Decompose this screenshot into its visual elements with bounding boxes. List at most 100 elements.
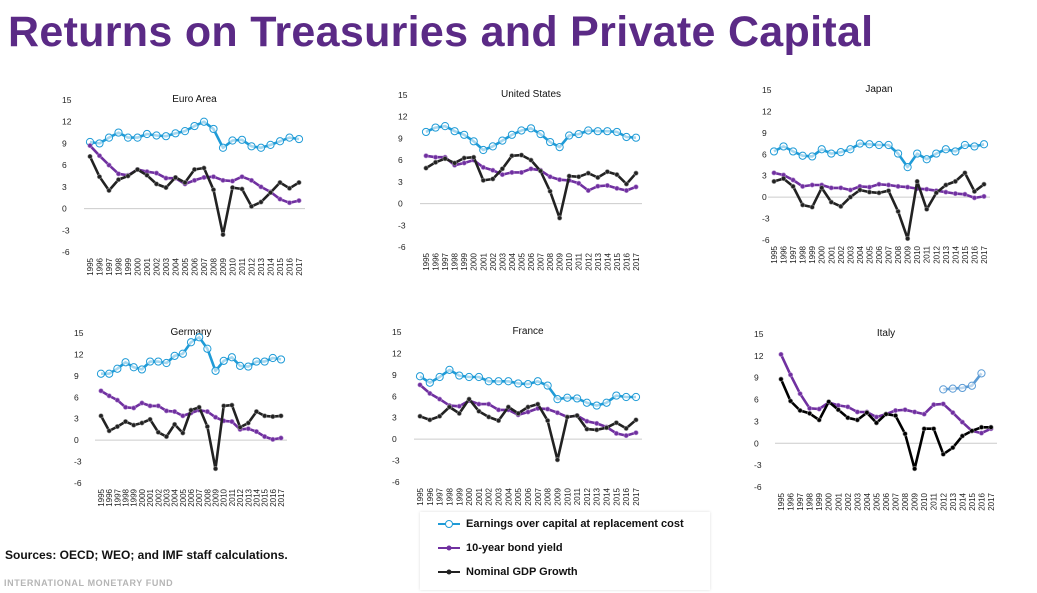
- data-point: [553, 395, 562, 404]
- x-tick-label: 1999: [130, 488, 139, 506]
- data-point: [260, 357, 269, 366]
- y-tick-label: 6: [762, 149, 767, 159]
- data-point: [948, 384, 957, 393]
- data-point: [219, 356, 228, 365]
- x-tick-label: 2002: [154, 488, 163, 506]
- y-tick-label: -3: [392, 456, 400, 466]
- x-tick-label: 2016: [970, 245, 979, 263]
- x-tick-label: 2004: [504, 487, 513, 505]
- data-point: [172, 421, 178, 427]
- x-tick-label: 2017: [632, 252, 641, 270]
- data-point: [525, 404, 531, 410]
- data-point: [229, 419, 235, 425]
- data-point: [504, 377, 513, 386]
- data-point: [435, 372, 444, 382]
- x-tick-label: 1995: [86, 257, 95, 275]
- y-tick-label: 3: [392, 413, 397, 423]
- data-point: [278, 435, 284, 441]
- x-tick-label: 2017: [295, 257, 304, 275]
- y-tick-label: 12: [62, 117, 72, 127]
- data-point: [623, 181, 629, 187]
- data-point: [895, 208, 901, 214]
- x-tick-label: 1999: [815, 492, 824, 510]
- data-point: [576, 180, 582, 186]
- data-point: [201, 165, 207, 171]
- data-point: [114, 397, 120, 403]
- data-point: [460, 130, 469, 139]
- data-point: [790, 183, 796, 189]
- data-point: [499, 172, 505, 178]
- data-point: [565, 131, 574, 140]
- data-point: [538, 168, 544, 174]
- data-point: [285, 133, 294, 142]
- x-tick-label: 1999: [460, 252, 469, 270]
- data-point: [488, 142, 497, 151]
- x-tick-label: 2015: [261, 488, 270, 506]
- data-point: [114, 424, 120, 430]
- x-tick-label: 2000: [818, 245, 827, 263]
- data-point: [604, 182, 610, 188]
- data-point: [778, 351, 784, 357]
- data-point: [507, 130, 517, 139]
- data-point: [584, 418, 590, 424]
- data-point: [781, 176, 787, 182]
- y-tick-label: -6: [754, 482, 762, 492]
- y-tick-label: -6: [62, 247, 70, 257]
- data-point: [876, 190, 882, 196]
- data-point: [211, 187, 217, 193]
- x-tick-label: 1997: [796, 492, 805, 510]
- x-tick-label: 2003: [495, 487, 504, 505]
- x-tick-label: 1995: [422, 252, 431, 270]
- data-point: [180, 413, 186, 419]
- legend-marker-earnings-icon: [438, 520, 460, 528]
- legend-label: Nominal GDP Growth: [466, 566, 578, 578]
- data-point: [574, 129, 583, 139]
- data-point: [480, 164, 486, 170]
- y-tick-label: -6: [762, 235, 770, 245]
- sources-note: Sources: OECD; WEO; and IMF staff calcul…: [5, 548, 288, 562]
- data-point: [192, 166, 198, 172]
- data-point: [498, 136, 507, 145]
- data-point: [951, 147, 960, 156]
- data-point: [266, 140, 275, 149]
- data-point: [188, 407, 194, 413]
- data-point: [874, 140, 884, 150]
- series-line-gdp-growth: [779, 378, 991, 471]
- data-point: [204, 424, 210, 430]
- x-tick-label: 2007: [534, 487, 543, 505]
- x-tick-label: 2000: [470, 252, 479, 270]
- data-point: [809, 182, 815, 188]
- data-point: [116, 171, 122, 177]
- data-point: [845, 415, 851, 421]
- x-tick-label: 2011: [238, 257, 247, 275]
- panel-title: France: [512, 326, 544, 337]
- x-tick-label: 2008: [210, 257, 219, 275]
- x-tick-label: 2017: [632, 487, 641, 505]
- data-point: [235, 361, 245, 370]
- data-point: [797, 407, 803, 413]
- data-point: [585, 170, 591, 176]
- data-point: [886, 188, 892, 194]
- legend-marker-gdp-icon: [438, 569, 460, 575]
- data-point: [277, 196, 283, 202]
- data-point: [603, 127, 612, 136]
- data-point: [125, 173, 131, 179]
- data-point: [171, 129, 180, 138]
- data-point: [123, 133, 133, 142]
- x-tick-label: 1998: [115, 257, 124, 275]
- data-point: [106, 428, 112, 434]
- data-point: [536, 129, 545, 139]
- x-tick-label: 2012: [248, 257, 257, 275]
- data-point: [547, 174, 553, 180]
- data-point: [800, 202, 806, 208]
- data-point: [828, 185, 834, 191]
- data-point: [239, 174, 245, 180]
- x-tick-label: 2001: [827, 245, 836, 263]
- data-point: [486, 414, 492, 420]
- data-point: [595, 175, 601, 181]
- data-point: [147, 403, 153, 409]
- data-point: [163, 434, 169, 440]
- data-point: [186, 338, 196, 347]
- data-point: [545, 418, 551, 424]
- x-tick-label: 2004: [863, 492, 872, 510]
